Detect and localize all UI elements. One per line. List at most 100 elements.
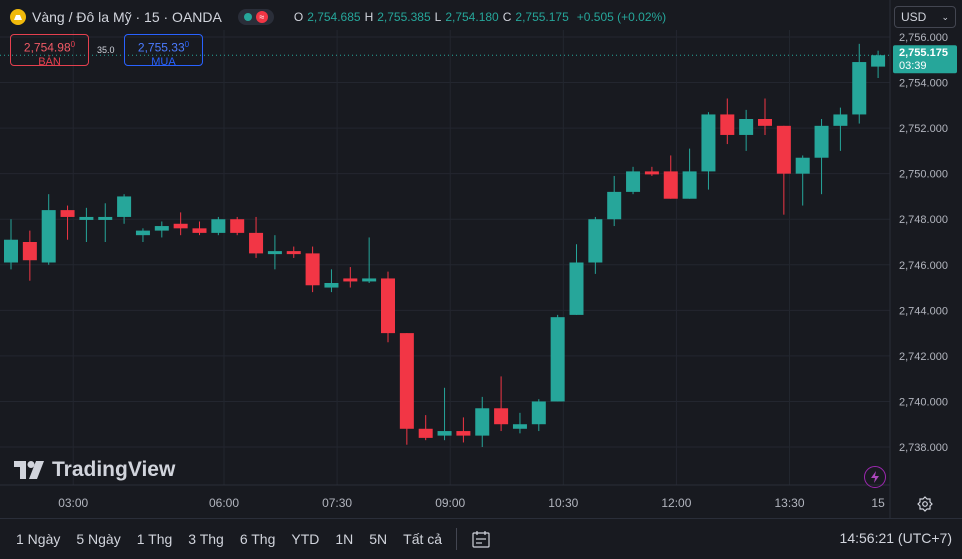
candle-body-down[interactable] bbox=[60, 210, 75, 217]
candle-body-down[interactable] bbox=[305, 253, 320, 286]
range-3m-button[interactable]: 3 Thg bbox=[188, 531, 224, 547]
range-1m-button[interactable]: 1 Thg bbox=[136, 531, 173, 547]
candle-body-up[interactable] bbox=[512, 424, 527, 429]
x-tick-label: 13:30 bbox=[774, 496, 804, 510]
lightning-icon bbox=[871, 471, 879, 483]
candle-body-up[interactable] bbox=[739, 119, 754, 135]
candle-body-down[interactable] bbox=[456, 431, 471, 436]
candle-body-up[interactable] bbox=[475, 408, 490, 436]
bolt-button[interactable] bbox=[864, 466, 886, 488]
market-status-pill[interactable]: ≈ bbox=[237, 9, 274, 25]
candle-body-down[interactable] bbox=[663, 171, 678, 199]
symbol-title[interactable]: Vàng / Đô la Mỹ · 15 · OANDA bbox=[32, 9, 222, 25]
candle-body-up[interactable] bbox=[531, 401, 546, 425]
sell-label: BÁN bbox=[38, 55, 61, 68]
y-tick-label: 2,750.000 bbox=[899, 169, 948, 181]
candle-body-up[interactable] bbox=[267, 251, 282, 255]
candle-body-up[interactable] bbox=[852, 62, 867, 115]
candle-body-up[interactable] bbox=[79, 216, 94, 220]
range-6m-button[interactable]: 6 Thg bbox=[239, 531, 276, 547]
candle-body-up[interactable] bbox=[362, 278, 377, 282]
y-tick-label: 2,740.000 bbox=[899, 396, 948, 408]
candle-body-up[interactable] bbox=[324, 283, 339, 288]
ohlc-values: O 2,754.685 H 2,755.385 L 2,754.180 C 2,755.… bbox=[294, 10, 666, 24]
sell-button[interactable]: 2,754.980 BÁN bbox=[10, 34, 89, 68]
range-5y-button[interactable]: 5N bbox=[369, 531, 388, 547]
candle-body-up[interactable] bbox=[871, 55, 886, 67]
high-value: 2,755.385 bbox=[377, 10, 431, 24]
last-price-badge bbox=[893, 45, 957, 74]
x-tick-label: 06:00 bbox=[209, 496, 239, 510]
candle-body-down[interactable] bbox=[192, 228, 207, 233]
gear-icon bbox=[917, 496, 933, 512]
x-tick-label: 15 bbox=[871, 496, 885, 510]
gold-symbol-icon bbox=[10, 9, 26, 25]
tradingview-logo-icon bbox=[14, 461, 44, 479]
candle-body-up[interactable] bbox=[41, 210, 56, 263]
range-ytd-button[interactable]: YTD bbox=[291, 531, 320, 547]
y-tick-label: 2,744.000 bbox=[899, 305, 948, 317]
candle-body-up[interactable] bbox=[682, 171, 697, 199]
footer-toolbar: 1 Ngày 5 Ngày 1 Thg 3 Thg 6 Thg YTD 1N 5… bbox=[0, 518, 962, 559]
x-tick-label: 07:30 bbox=[322, 496, 352, 510]
candle-body-up[interactable] bbox=[607, 191, 622, 220]
buy-button[interactable]: 2,755.330 MUA bbox=[124, 34, 203, 68]
candle-body-up[interactable] bbox=[626, 171, 641, 192]
y-tick-label: 2,754.000 bbox=[899, 78, 948, 90]
candlestick-chart[interactable]: 2,738.000 2,740.000 2,742.000 2,744.000 2,74… bbox=[0, 0, 962, 518]
last-price-value: 2,755.175 bbox=[899, 47, 948, 59]
x-tick-label: 12:00 bbox=[661, 496, 691, 510]
sell-price: 2,754.98 bbox=[23, 40, 71, 55]
bar-countdown: 03:39 bbox=[899, 60, 927, 72]
candle-body-down[interactable] bbox=[418, 428, 433, 438]
calendar-range-icon[interactable] bbox=[471, 530, 491, 548]
tradingview-logo[interactable]: TradingView bbox=[14, 458, 175, 482]
y-tick-label: 2,756.000 bbox=[899, 32, 948, 44]
candle-body-down[interactable] bbox=[230, 219, 245, 233]
footer-divider bbox=[456, 528, 458, 550]
candle-body-down[interactable] bbox=[494, 408, 509, 425]
clock-timezone[interactable]: 14:56:21 (UTC+7) bbox=[839, 530, 952, 546]
y-tick-label: 2,748.000 bbox=[899, 214, 948, 226]
candle-body-down[interactable] bbox=[399, 333, 414, 429]
candle-body-up[interactable] bbox=[135, 230, 150, 236]
candle-body-up[interactable] bbox=[117, 196, 132, 217]
candle-body-up[interactable] bbox=[701, 114, 716, 172]
candle-body-up[interactable] bbox=[98, 216, 113, 220]
chevron-down-icon: ⌄ bbox=[941, 11, 949, 22]
candle-body-down[interactable] bbox=[173, 223, 188, 229]
market-open-dot-icon bbox=[243, 13, 252, 21]
close-value: 2,755.175 bbox=[515, 10, 569, 24]
candle-body-down[interactable] bbox=[381, 278, 395, 334]
candle-body-up[interactable] bbox=[814, 125, 829, 158]
open-label: O bbox=[293, 10, 304, 24]
candle-body-up[interactable] bbox=[211, 219, 226, 233]
candle-body-down[interactable] bbox=[343, 278, 358, 282]
candle-body-down[interactable] bbox=[286, 251, 301, 255]
candle-body-up[interactable] bbox=[795, 157, 810, 174]
x-tick-label: 10:30 bbox=[548, 496, 578, 510]
range-5d-button[interactable]: 5 Ngày bbox=[76, 531, 121, 547]
currency-select[interactable]: USD ⌄ bbox=[894, 6, 956, 28]
range-1d-button[interactable]: 1 Ngày bbox=[16, 531, 61, 547]
candle-body-up[interactable] bbox=[4, 239, 18, 263]
brand-name: TradingView bbox=[52, 458, 176, 481]
candle-body-down[interactable] bbox=[720, 114, 735, 135]
candle-body-up[interactable] bbox=[550, 317, 565, 402]
currency-value: USD bbox=[901, 10, 927, 24]
candle-body-down[interactable] bbox=[644, 171, 659, 175]
candle-body-down[interactable] bbox=[249, 232, 264, 254]
candle-body-down[interactable] bbox=[776, 125, 791, 174]
settings-button[interactable] bbox=[917, 496, 933, 517]
candle-body-down[interactable] bbox=[758, 119, 772, 126]
candle-body-up[interactable] bbox=[437, 431, 452, 436]
candle-body-up[interactable] bbox=[833, 114, 848, 126]
candle-body-up[interactable] bbox=[569, 262, 584, 315]
candle-body-up[interactable] bbox=[154, 226, 169, 231]
range-1y-button[interactable]: 1N bbox=[335, 531, 354, 547]
y-tick-label: 2,738.000 bbox=[899, 442, 948, 454]
candle-body-down[interactable] bbox=[22, 242, 37, 261]
range-all-button[interactable]: Tất cả bbox=[403, 531, 443, 547]
candle-body-up[interactable] bbox=[588, 219, 603, 263]
x-tick-label: 03:00 bbox=[58, 496, 88, 510]
